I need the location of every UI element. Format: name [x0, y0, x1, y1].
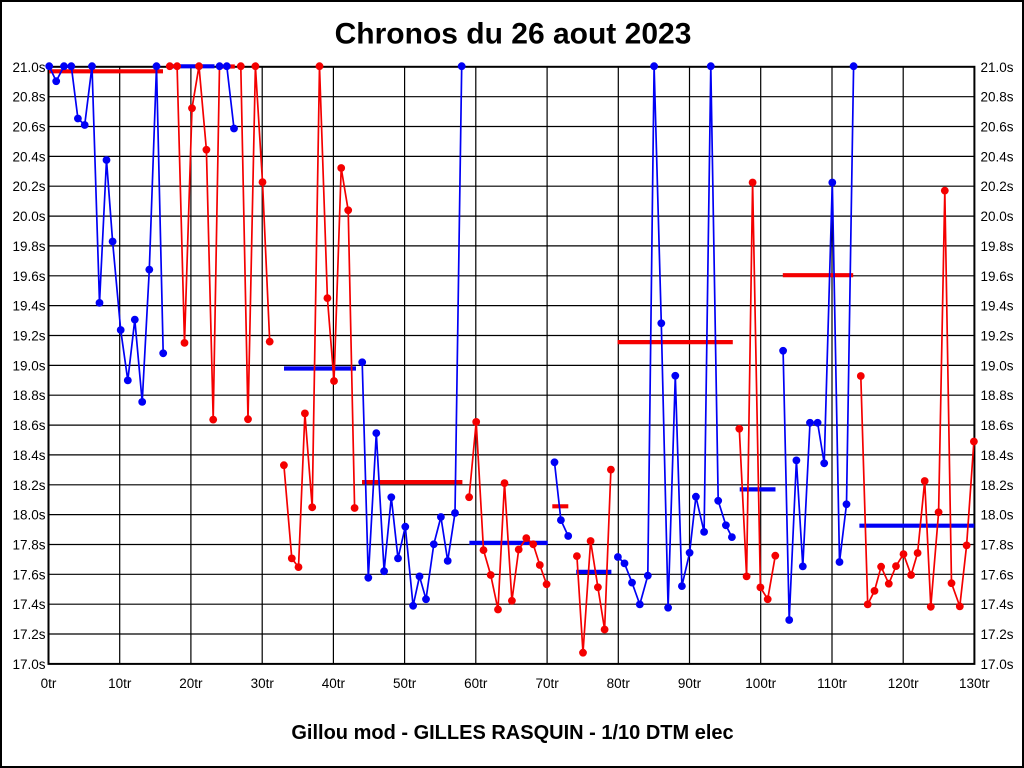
svg-text:17.8s: 17.8s: [12, 538, 45, 553]
svg-text:20.0s: 20.0s: [981, 209, 1014, 224]
svg-text:19.0s: 19.0s: [981, 358, 1014, 373]
svg-text:17.0s: 17.0s: [981, 657, 1014, 672]
svg-text:18.8s: 18.8s: [981, 388, 1014, 403]
svg-text:21.0s: 21.0s: [12, 60, 45, 75]
svg-text:19.8s: 19.8s: [12, 239, 45, 254]
svg-text:17.2s: 17.2s: [981, 627, 1014, 642]
svg-text:17.6s: 17.6s: [981, 567, 1014, 582]
svg-text:60tr: 60tr: [464, 676, 488, 691]
svg-text:20.6s: 20.6s: [981, 120, 1014, 135]
svg-text:18.2s: 18.2s: [12, 478, 45, 493]
svg-text:Chronos du 26 aout 2023: Chronos du 26 aout 2023: [335, 18, 692, 51]
svg-text:20.4s: 20.4s: [12, 149, 45, 164]
svg-text:110tr: 110tr: [817, 676, 847, 691]
svg-text:50tr: 50tr: [393, 676, 417, 691]
svg-text:20.2s: 20.2s: [12, 179, 45, 194]
svg-text:17.4s: 17.4s: [981, 597, 1014, 612]
svg-text:10tr: 10tr: [108, 676, 132, 691]
svg-text:20.2s: 20.2s: [981, 179, 1014, 194]
svg-text:17.6s: 17.6s: [12, 567, 45, 582]
svg-text:17.8s: 17.8s: [981, 538, 1014, 553]
svg-text:18.0s: 18.0s: [12, 508, 45, 523]
svg-text:20.8s: 20.8s: [12, 90, 45, 105]
svg-text:20.0s: 20.0s: [12, 209, 45, 224]
svg-text:17.2s: 17.2s: [12, 627, 45, 642]
svg-text:20.6s: 20.6s: [12, 120, 45, 135]
svg-text:20.8s: 20.8s: [981, 90, 1014, 105]
svg-text:130tr: 130tr: [959, 676, 990, 691]
svg-text:90tr: 90tr: [678, 676, 702, 691]
svg-text:19.4s: 19.4s: [981, 299, 1014, 314]
svg-text:19.6s: 19.6s: [981, 269, 1014, 284]
svg-text:18.6s: 18.6s: [12, 418, 45, 433]
svg-text:30tr: 30tr: [251, 676, 275, 691]
svg-text:19.2s: 19.2s: [12, 329, 45, 344]
svg-text:18.4s: 18.4s: [981, 448, 1014, 463]
svg-text:20tr: 20tr: [179, 676, 203, 691]
svg-text:20.4s: 20.4s: [981, 149, 1014, 164]
svg-text:19.6s: 19.6s: [12, 269, 45, 284]
svg-text:18.2s: 18.2s: [981, 478, 1014, 493]
svg-text:18.8s: 18.8s: [12, 388, 45, 403]
svg-text:18.4s: 18.4s: [12, 448, 45, 463]
svg-text:18.0s: 18.0s: [981, 508, 1014, 523]
svg-text:40tr: 40tr: [322, 676, 346, 691]
svg-text:19.2s: 19.2s: [981, 329, 1014, 344]
svg-text:17.4s: 17.4s: [12, 597, 45, 612]
svg-text:19.4s: 19.4s: [12, 299, 45, 314]
svg-text:120tr: 120tr: [888, 676, 919, 691]
svg-text:0tr: 0tr: [41, 676, 57, 691]
svg-text:80tr: 80tr: [607, 676, 631, 691]
svg-text:18.6s: 18.6s: [981, 418, 1014, 433]
svg-text:17.0s: 17.0s: [12, 657, 45, 672]
svg-text:19.0s: 19.0s: [12, 358, 45, 373]
svg-text:21.0s: 21.0s: [981, 60, 1014, 75]
svg-text:100tr: 100tr: [745, 676, 776, 691]
svg-text:70tr: 70tr: [535, 676, 559, 691]
svg-text:Gillou mod - GILLES RASQUIN -: Gillou mod - GILLES RASQUIN - 1/10 DTM e…: [291, 722, 733, 744]
svg-text:19.8s: 19.8s: [981, 239, 1014, 254]
